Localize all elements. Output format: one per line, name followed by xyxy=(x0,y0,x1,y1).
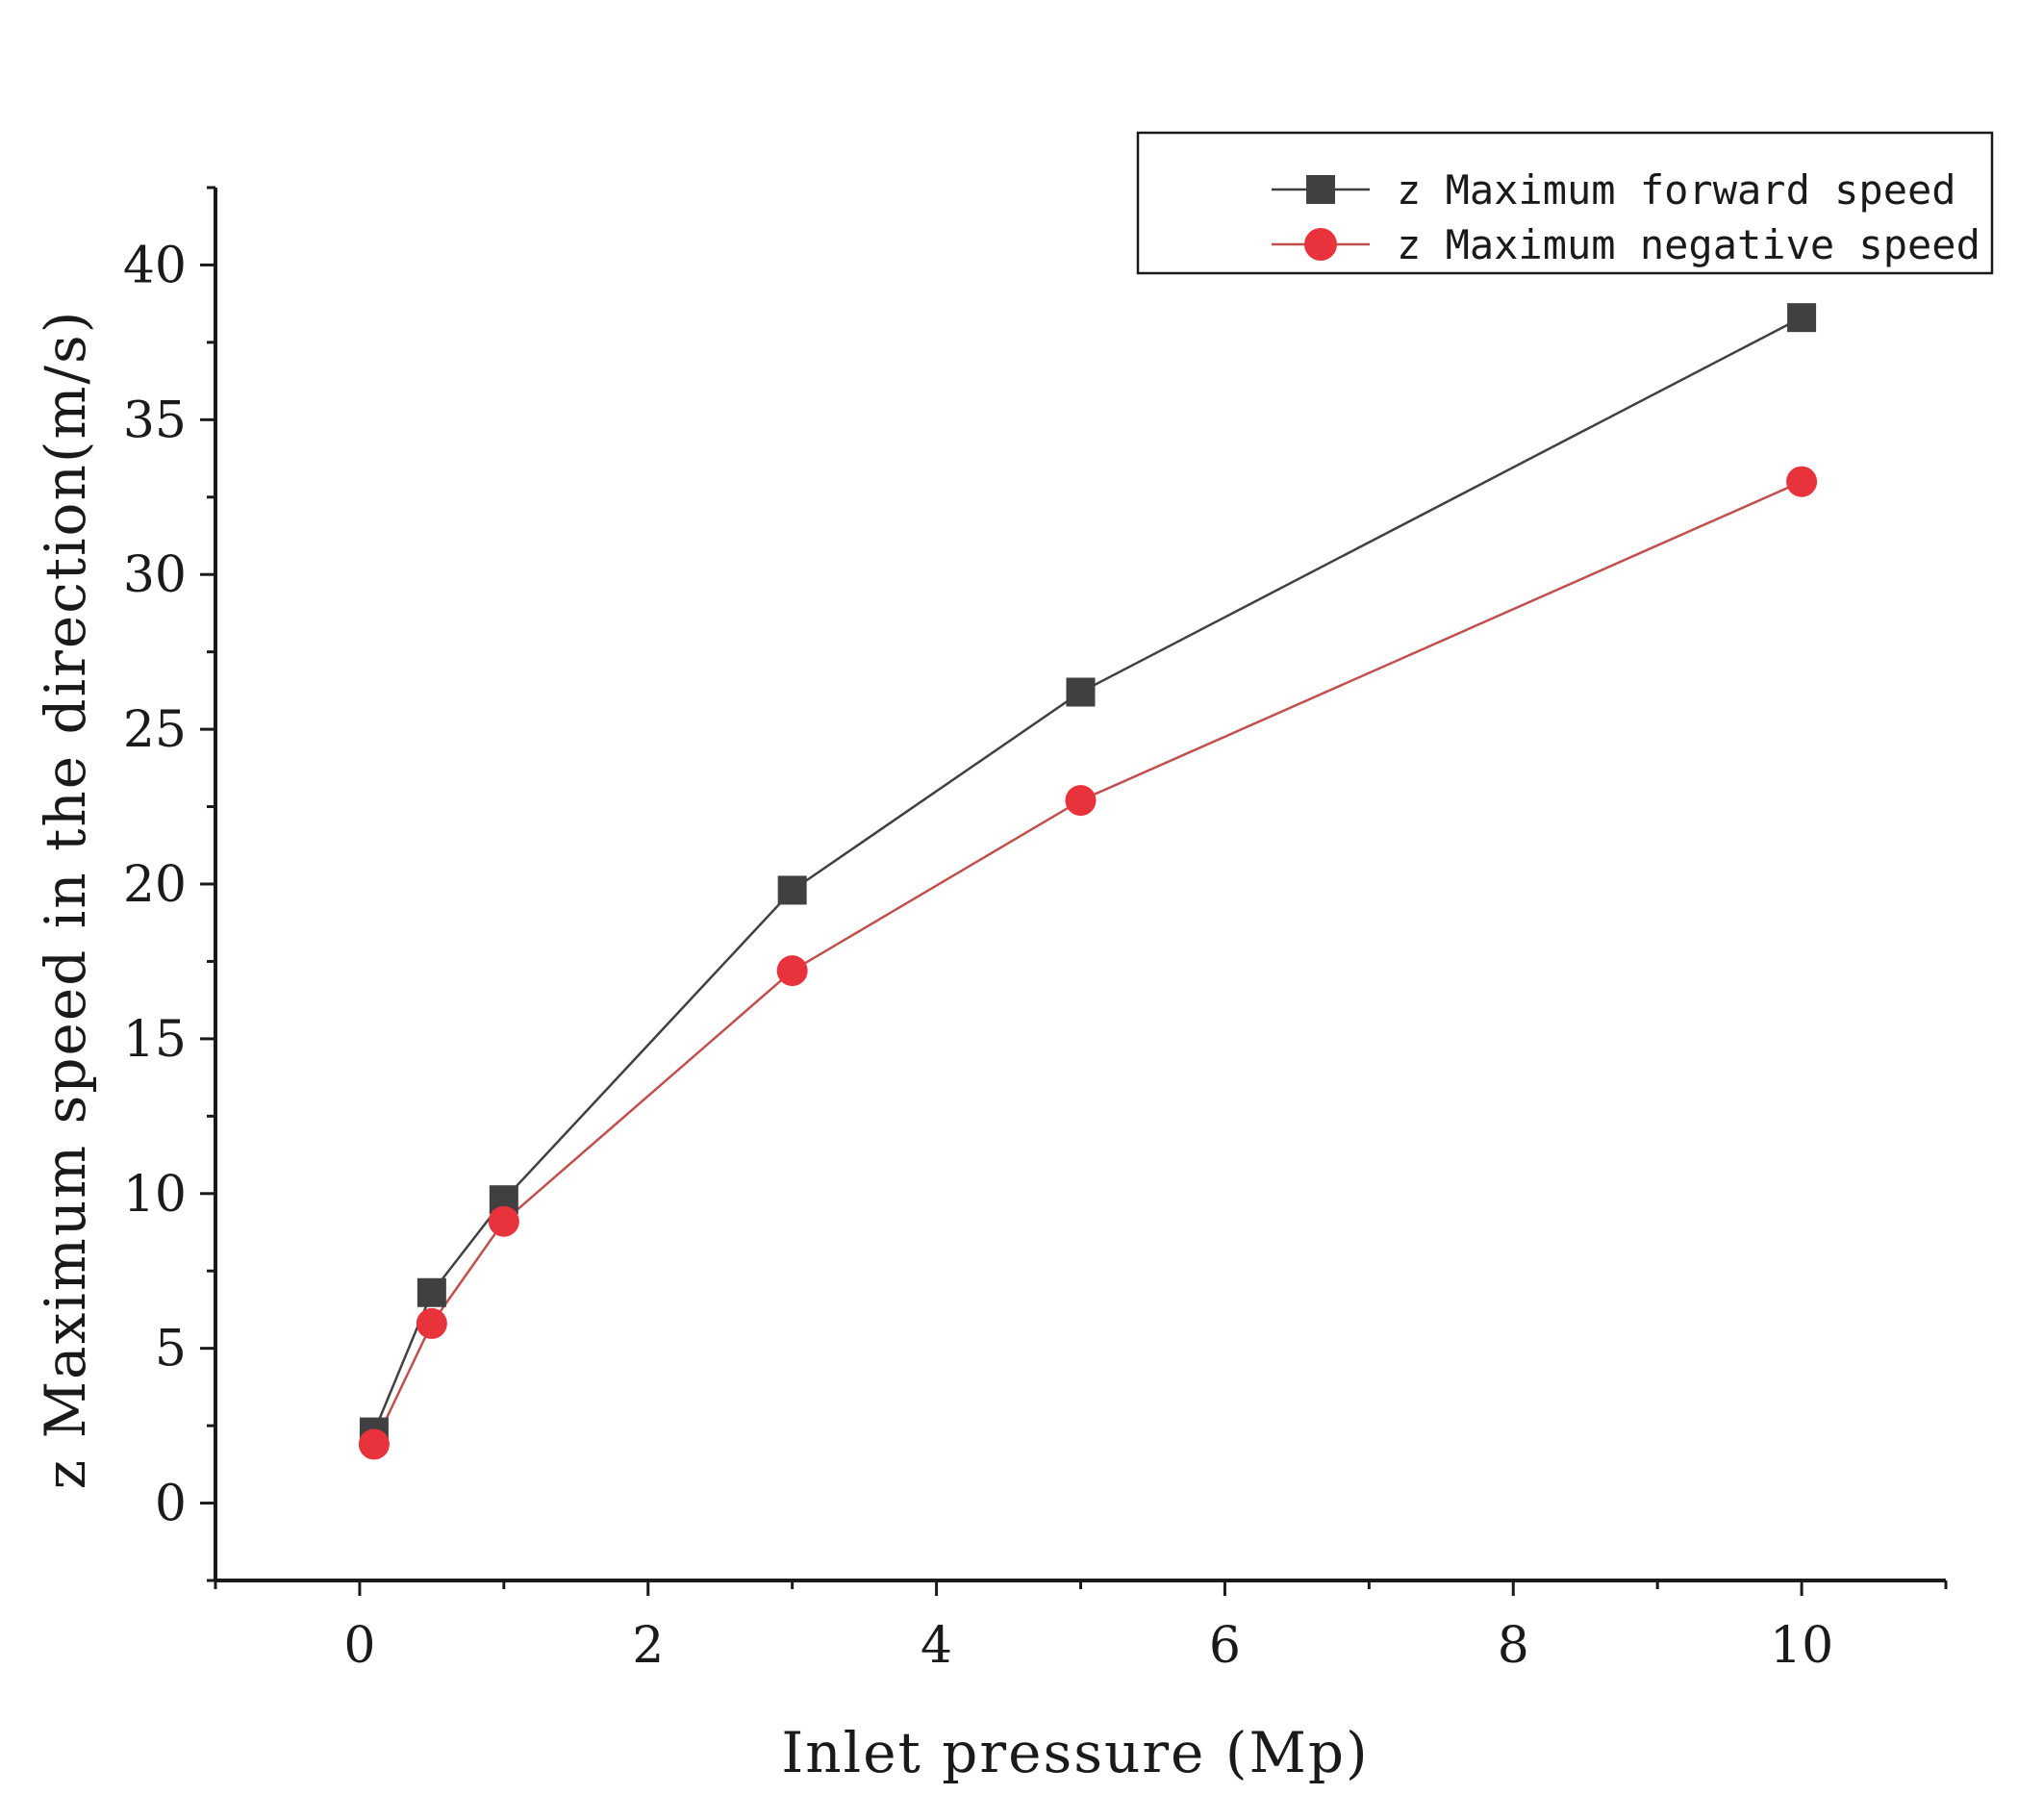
legend-negative-marker xyxy=(1304,228,1337,261)
series-2-point xyxy=(1786,466,1818,497)
y-tick-label: 35 xyxy=(123,392,187,449)
y-tick-label: 20 xyxy=(123,856,187,914)
series-1-point xyxy=(416,1277,446,1307)
series-layer xyxy=(358,303,1818,1460)
series-1-line xyxy=(372,316,1803,1432)
series-2-point xyxy=(358,1428,390,1460)
series-2-point xyxy=(776,955,808,987)
ticks: 0 5 10 15 20 25 30 35 40 0 2 4 6 8 10 xyxy=(123,186,1948,1675)
x-tick-label: 8 xyxy=(1498,1617,1529,1675)
legend: z Maximum forward speed z Maximum negati… xyxy=(1136,131,1994,275)
y-tick-label: 0 xyxy=(155,1476,187,1533)
y-tick-label: 15 xyxy=(123,1011,187,1069)
series-2-point xyxy=(488,1205,519,1237)
y-tick-label: 10 xyxy=(123,1166,187,1224)
legend-forward-marker xyxy=(1306,175,1335,204)
y-tick-label: 40 xyxy=(123,237,187,294)
series-2-point xyxy=(416,1307,447,1339)
x-tick-label: 0 xyxy=(343,1617,375,1675)
y-tick-label: 30 xyxy=(123,546,187,604)
legend-negative-label: z Maximum negative speed xyxy=(1397,221,1980,268)
x-tick-label: 4 xyxy=(921,1617,952,1675)
legend-forward-label: z Maximum forward speed xyxy=(1397,166,1956,214)
legend-box xyxy=(1136,131,1994,275)
y-tick-label: 25 xyxy=(123,701,187,759)
axes xyxy=(214,188,1946,1582)
x-tick-label: 2 xyxy=(632,1617,664,1675)
x-tick-label: 6 xyxy=(1209,1617,1241,1675)
x-tick-label: 10 xyxy=(1770,1617,1833,1675)
y-axis-title: z Maximum speed in the direction(m/s) xyxy=(33,310,98,1490)
y-tick-label: 5 xyxy=(155,1321,187,1378)
series-2-line xyxy=(372,480,1803,1445)
series-1-point xyxy=(1066,677,1096,707)
series-1-point xyxy=(777,875,807,905)
series-2-point xyxy=(1065,785,1097,817)
series-1-point xyxy=(1787,303,1817,333)
x-axis-title: Inlet pressure (Mp) xyxy=(781,1720,1369,1785)
